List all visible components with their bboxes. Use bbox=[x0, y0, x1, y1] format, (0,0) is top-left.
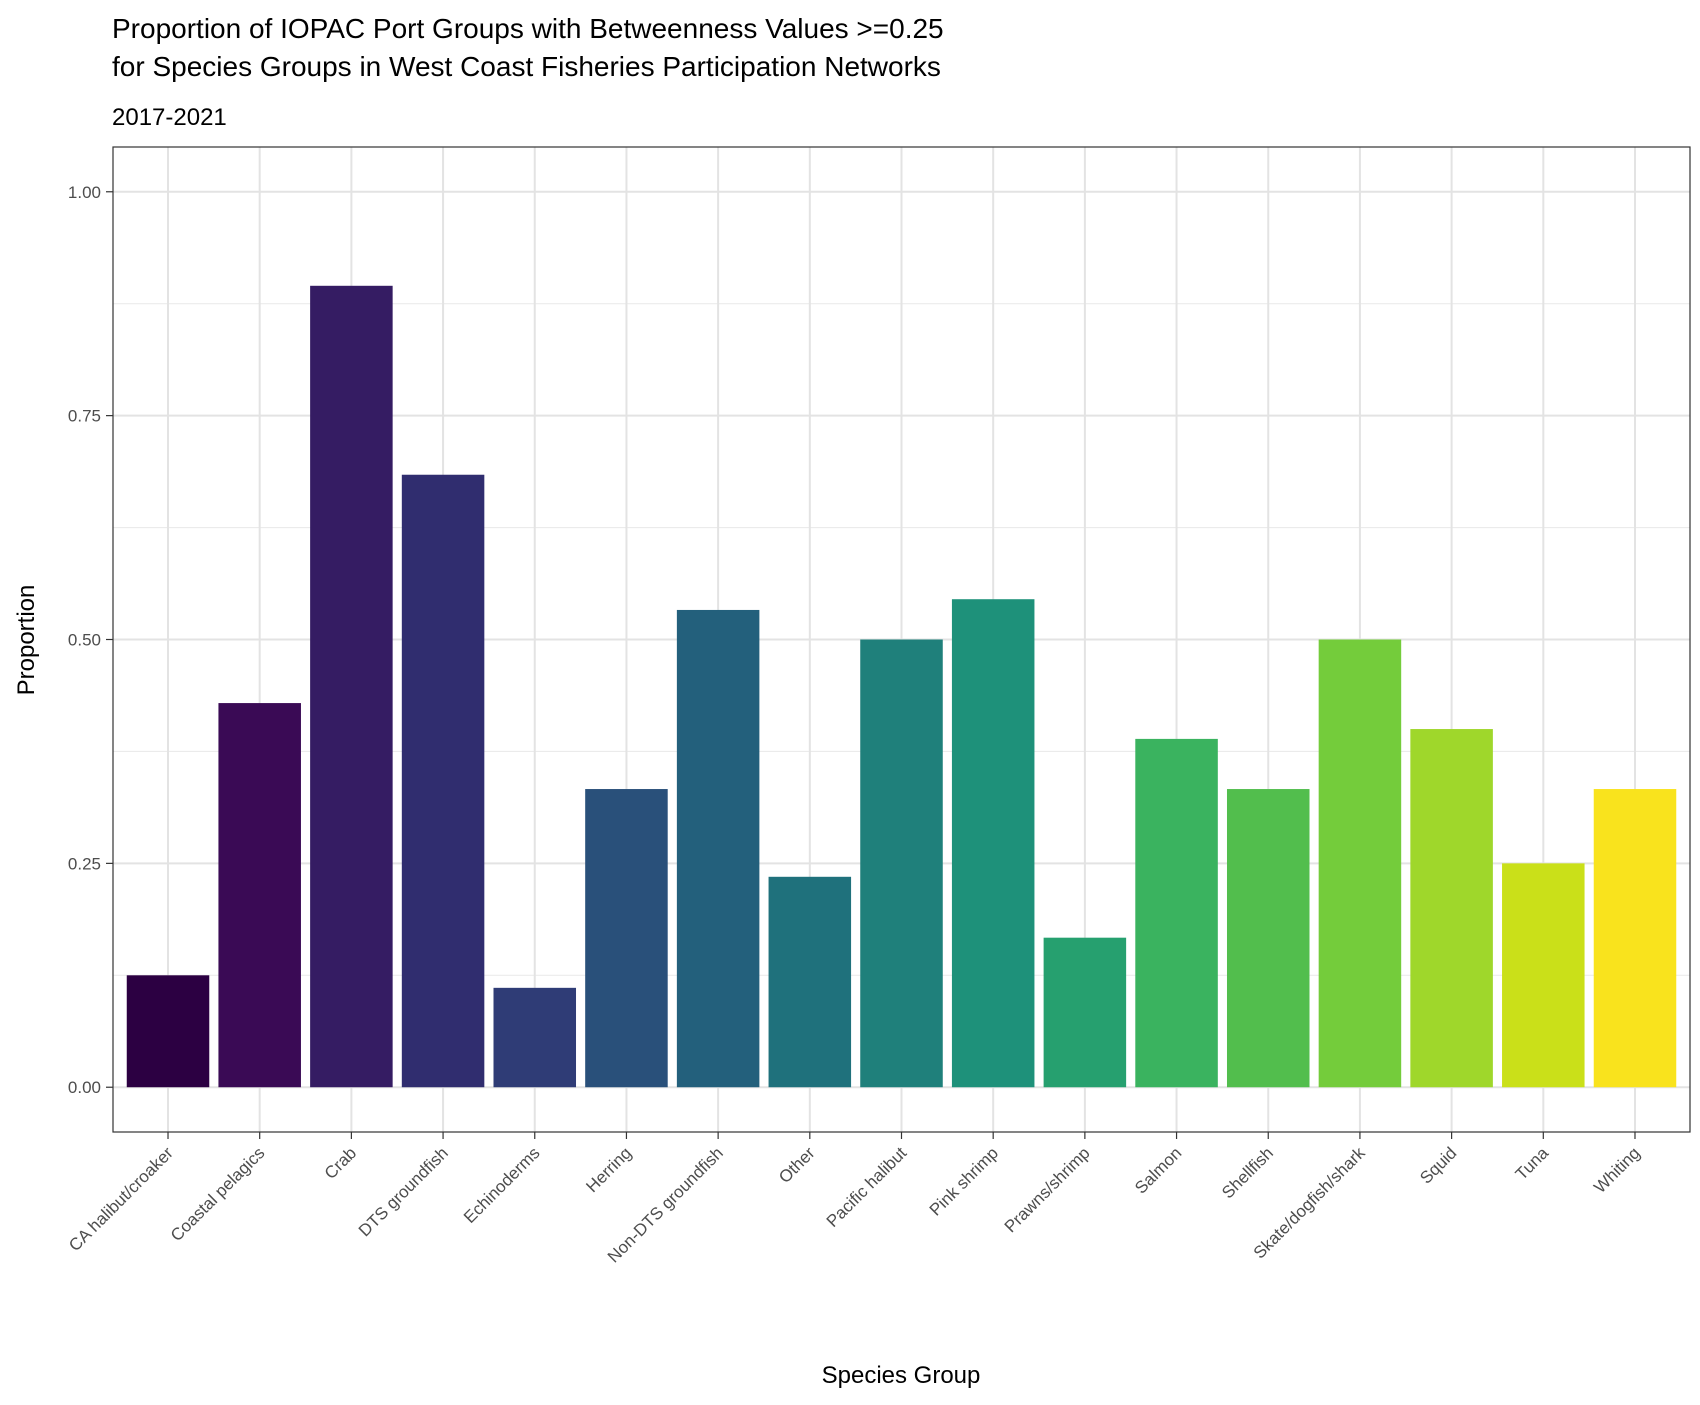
y-tick-label: 0.00 bbox=[68, 1078, 101, 1097]
bar-shellfish bbox=[1226, 789, 1310, 1088]
chart-title-line-2: for Species Groups in West Coast Fisheri… bbox=[112, 51, 941, 82]
x-tick-label: CA halibut/croaker bbox=[65, 1143, 177, 1255]
bar-ca-halibut-croaker bbox=[126, 975, 210, 1088]
bar-skate-dogfish-shark bbox=[1318, 639, 1402, 1088]
x-tick-label: Whiting bbox=[1590, 1143, 1644, 1197]
x-tick-label: Echinoderms bbox=[460, 1143, 544, 1227]
x-axis-title: Species Group bbox=[822, 1362, 981, 1389]
bars bbox=[126, 285, 1677, 1088]
x-tick-label: Shellfish bbox=[1218, 1143, 1277, 1202]
bar-prawns-shrimp bbox=[1043, 937, 1127, 1088]
x-tick-label: Coastal pelagics bbox=[167, 1143, 269, 1245]
bar-salmon bbox=[1135, 738, 1218, 1088]
bar-coastal-pelagics bbox=[218, 703, 301, 1088]
x-tick-label: Crab bbox=[321, 1143, 360, 1182]
y-tick-label: 1.00 bbox=[68, 183, 101, 202]
x-tick-label: Squid bbox=[1416, 1143, 1460, 1187]
chart-subtitle: 2017-2021 bbox=[112, 104, 227, 131]
bar-pacific-halibut bbox=[860, 639, 943, 1088]
y-tick-label: 0.75 bbox=[68, 407, 101, 426]
y-tick-label: 0.50 bbox=[68, 631, 101, 650]
bar-whiting bbox=[1593, 789, 1677, 1088]
bar-echinoderms bbox=[493, 987, 577, 1088]
x-tick-label: Tuna bbox=[1512, 1143, 1553, 1184]
bar-other bbox=[768, 876, 852, 1088]
y-axis: 0.00 0.25 0.50 0.75 1.00 bbox=[68, 183, 113, 1097]
bar-pink-shrimp bbox=[951, 599, 1035, 1088]
bar-crab bbox=[310, 285, 393, 1088]
y-tick-label: 0.25 bbox=[68, 854, 101, 873]
y-axis-title: Proportion bbox=[13, 585, 40, 696]
x-tick-label: DTS groundfish bbox=[355, 1143, 452, 1240]
x-tick-label: Pink shrimp bbox=[926, 1143, 1002, 1219]
bar-dts-groundfish bbox=[401, 474, 485, 1088]
bar-herring bbox=[585, 789, 668, 1088]
chart-title-line-1: Proportion of IOPAC Port Groups with Bet… bbox=[112, 13, 944, 44]
bar-tuna bbox=[1502, 863, 1585, 1088]
x-tick-label: Herring bbox=[582, 1143, 635, 1196]
x-tick-label: Other bbox=[775, 1143, 819, 1187]
x-tick-label: Pacific halibut bbox=[823, 1143, 911, 1231]
x-tick-label: Prawns/shrimp bbox=[1001, 1143, 1094, 1236]
x-tick-label: Salmon bbox=[1131, 1143, 1185, 1197]
bar-squid bbox=[1410, 729, 1493, 1088]
bar-non-dts-groundfish bbox=[676, 609, 760, 1088]
